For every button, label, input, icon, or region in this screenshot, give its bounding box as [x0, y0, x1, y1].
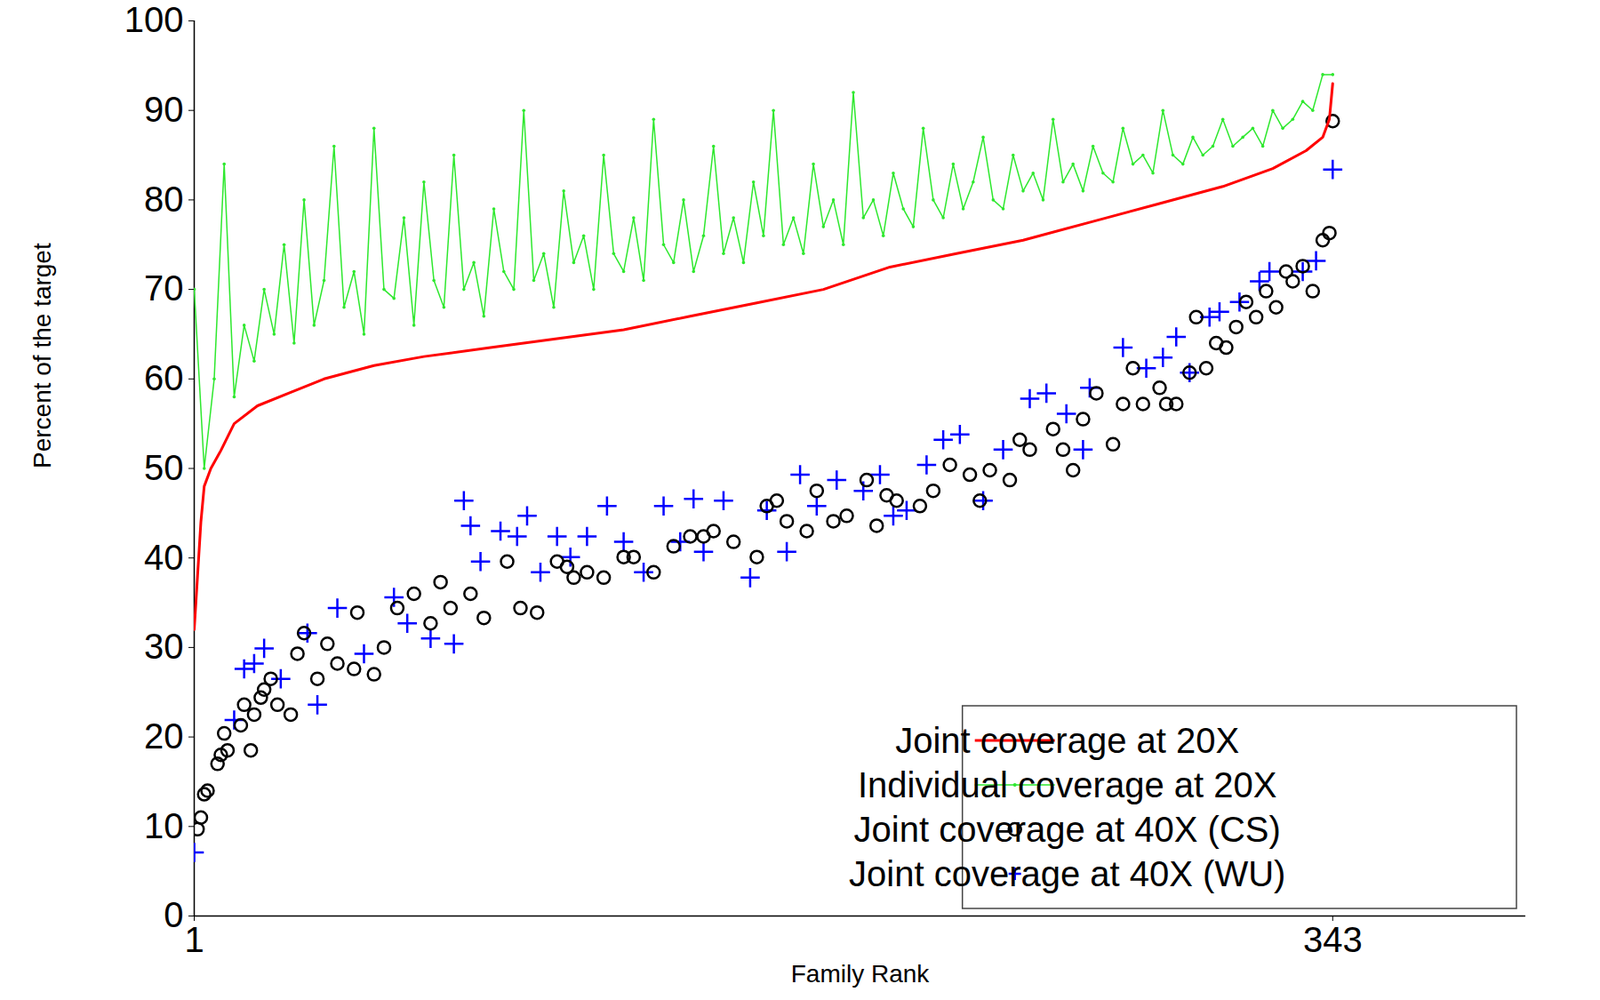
svg-text:0: 0 [163, 895, 184, 935]
svg-text:Joint coverage at 40X (WU): Joint coverage at 40X (WU) [848, 854, 1286, 894]
svg-text:Joint coverage at 40X (CS): Joint coverage at 40X (CS) [854, 809, 1281, 849]
svg-text:100: 100 [124, 0, 184, 40]
svg-text:10: 10 [144, 806, 184, 846]
svg-text:Family Rank: Family Rank [791, 960, 931, 988]
svg-text:30: 30 [144, 626, 184, 666]
svg-text:Percent of the target: Percent of the target [28, 242, 56, 469]
svg-text:70: 70 [144, 268, 184, 308]
svg-text:80: 80 [144, 179, 184, 219]
svg-text:Joint coverage at 20X: Joint coverage at 20X [895, 720, 1240, 760]
svg-text:1: 1 [184, 920, 204, 960]
svg-text:40: 40 [144, 537, 184, 577]
svg-text:20: 20 [144, 716, 184, 756]
svg-text:50: 50 [144, 448, 184, 488]
svg-text:343: 343 [1303, 920, 1363, 960]
svg-text:Individual coverage at 20X: Individual coverage at 20X [857, 765, 1277, 805]
svg-text:60: 60 [144, 358, 184, 398]
svg-text:90: 90 [144, 89, 184, 129]
